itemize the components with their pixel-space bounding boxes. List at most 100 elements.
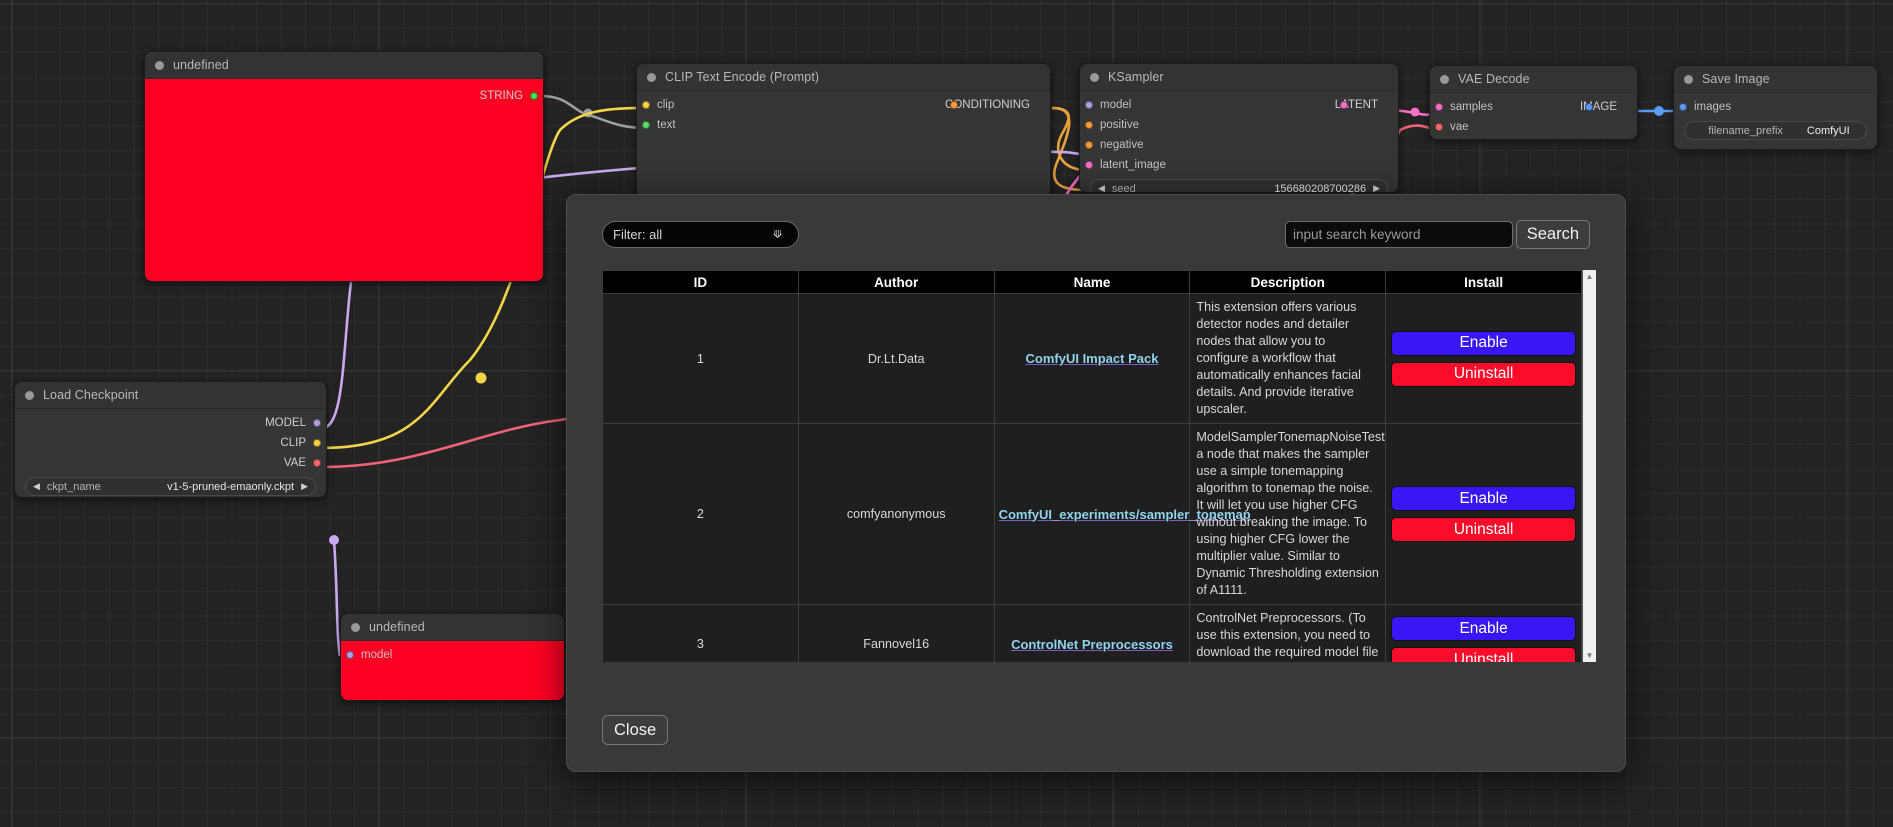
output-port-dot[interactable] <box>313 419 321 427</box>
node-input-text[interactable]: text <box>637 115 1050 135</box>
output-port-dot[interactable] <box>1584 103 1593 111</box>
input-port-dot[interactable] <box>1085 101 1093 109</box>
scroll-down-arrow-icon[interactable]: ▼ <box>1585 651 1594 660</box>
node-body: model <box>341 641 564 700</box>
node-output-string[interactable]: STRING <box>145 86 543 106</box>
description-text: ModelSamplerTonemapNoiseTest a node that… <box>1196 430 1385 597</box>
node-save-image[interactable]: Save Image images filename_prefix ComfyU… <box>1673 65 1878 150</box>
output-label: MODEL <box>265 417 306 429</box>
uninstall-button[interactable]: Uninstall <box>1391 647 1576 662</box>
column-header-description[interactable]: Description <box>1189 270 1387 294</box>
chevron-right-icon[interactable]: ▶ <box>301 481 308 491</box>
node-input-negative[interactable]: negative <box>1080 135 1398 155</box>
node-output-latent[interactable]: LATENT <box>1335 95 1398 115</box>
cell-author: Fannovel16 <box>797 604 995 662</box>
scroll-up-arrow-icon[interactable]: ▲ <box>1585 272 1594 281</box>
node-body: MODEL CLIP VAE ◀ ckpt_name v1-5-pruned-e… <box>15 409 326 497</box>
node-vae-decode[interactable]: VAE Decode samples IMAGE vae <box>1429 65 1638 140</box>
node-clip-text-encode[interactable]: CLIP Text Encode (Prompt) clip CONDITION… <box>636 63 1051 198</box>
extension-link[interactable]: ComfyUI Impact Pack <box>1025 351 1159 366</box>
node-collapse-icon[interactable] <box>1090 72 1099 82</box>
column-header-id[interactable]: ID <box>602 270 799 294</box>
enable-button[interactable]: Enable <box>1391 616 1576 641</box>
cell-author: comfyanonymous <box>797 423 995 605</box>
extension-table-wrapper: ID Author Name Description Install 1 Dr.L… <box>602 270 1596 662</box>
widget-value: 156680208700286 <box>1274 182 1367 193</box>
input-port-dot[interactable] <box>1085 161 1093 169</box>
node-output-model[interactable]: MODEL <box>15 413 326 433</box>
input-port-dot[interactable] <box>1679 103 1687 111</box>
node-title-text: undefined <box>369 620 425 634</box>
output-port-dot[interactable] <box>313 459 321 467</box>
node-collapse-icon[interactable] <box>1684 74 1693 84</box>
output-port-dot[interactable] <box>1339 101 1348 109</box>
node-input-model[interactable]: model LATENT <box>1080 95 1398 115</box>
uninstall-button[interactable]: Uninstall <box>1391 361 1576 387</box>
widget-seed[interactable]: ◀ seed 156680208700286 ▶ <box>1090 179 1388 193</box>
input-port-dot[interactable] <box>1435 123 1443 131</box>
dialog-toolbar: Filter: all ⟱ Search <box>567 220 1625 261</box>
node-collapse-icon[interactable] <box>25 390 34 400</box>
extension-link[interactable]: ComfyUI_experiments/sampler_tonemap <box>998 506 1251 522</box>
node-input-samples[interactable]: samples IMAGE <box>1430 97 1637 117</box>
node-input-latent-image[interactable]: latent_image <box>1080 155 1398 175</box>
table-head: ID Author Name Description Install <box>602 270 1582 294</box>
input-port-dot[interactable] <box>642 121 650 129</box>
input-port-dot[interactable] <box>1085 121 1093 129</box>
enable-button[interactable]: Enable <box>1391 330 1576 356</box>
chevron-right-icon[interactable]: ▶ <box>1373 183 1380 193</box>
node-input-images[interactable]: images <box>1674 97 1877 117</box>
node-input-positive[interactable]: positive <box>1080 115 1398 135</box>
widget-ckpt-name[interactable]: ◀ ckpt_name v1-5-pruned-emaonly.ckpt ▶ <box>25 477 316 496</box>
node-collapse-icon[interactable] <box>155 60 164 70</box>
node-input-vae[interactable]: vae <box>1430 117 1637 137</box>
column-header-name[interactable]: Name <box>993 270 1191 294</box>
scrollbar-thumb[interactable] <box>1584 283 1595 583</box>
table-scrollbar[interactable]: ▲ ▼ <box>1582 270 1596 662</box>
node-title-bar[interactable]: VAE Decode <box>1430 66 1637 93</box>
close-button[interactable]: Close <box>602 715 669 745</box>
input-port-dot[interactable] <box>346 651 354 659</box>
node-title-bar[interactable]: undefined <box>145 52 543 79</box>
filter-select[interactable]: Filter: all <box>602 221 799 248</box>
node-title-bar[interactable]: CLIP Text Encode (Prompt) <box>637 64 1050 91</box>
node-output-clip[interactable]: CLIP <box>15 433 326 453</box>
node-title-text: Save Image <box>1702 72 1770 86</box>
chevron-left-icon[interactable]: ◀ <box>1098 183 1105 193</box>
node-collapse-icon[interactable] <box>647 72 656 82</box>
node-string-undefined[interactable]: undefined STRING <box>144 51 544 282</box>
extension-link[interactable]: ControlNet Preprocessors <box>1011 636 1173 652</box>
node-load-checkpoint[interactable]: Load Checkpoint MODEL CLIP VAE ◀ ckpt_na… <box>14 381 327 498</box>
description-text: This extension offers various detector n… <box>1196 300 1361 416</box>
output-port-dot[interactable] <box>950 101 959 109</box>
chevron-left-icon[interactable]: ◀ <box>33 481 40 491</box>
node-title-bar[interactable]: KSampler <box>1080 64 1398 91</box>
node-title-bar[interactable]: Save Image <box>1674 66 1877 93</box>
uninstall-button[interactable]: Uninstall <box>1391 517 1576 542</box>
node-collapse-icon[interactable] <box>1440 74 1449 84</box>
input-port-dot[interactable] <box>642 101 650 109</box>
node-output-image[interactable]: IMAGE <box>1580 97 1637 117</box>
column-header-author[interactable]: Author <box>797 270 995 294</box>
node-output-vae[interactable]: VAE <box>15 453 326 473</box>
widget-filename-prefix[interactable]: filename_prefix ComfyUI <box>1684 121 1867 140</box>
input-port-dot[interactable] <box>1085 141 1093 149</box>
extension-table-scroll[interactable]: ID Author Name Description Install 1 Dr.L… <box>602 270 1582 662</box>
node-title-bar[interactable]: undefined <box>341 614 564 641</box>
node-collapse-icon[interactable] <box>351 622 360 632</box>
input-port-dot[interactable] <box>1435 103 1443 111</box>
output-port-dot[interactable] <box>530 92 538 100</box>
node-output-conditioning[interactable]: CONDITIONING <box>945 95 1050 115</box>
widget-value: ComfyUI <box>1806 124 1850 137</box>
search-button[interactable]: Search <box>1515 220 1590 249</box>
search-input[interactable] <box>1285 221 1513 248</box>
node-input-model[interactable]: model <box>341 645 564 665</box>
node-input-clip[interactable]: clip CONDITIONING <box>637 95 1050 115</box>
output-port-dot[interactable] <box>313 439 321 447</box>
enable-button[interactable]: Enable <box>1391 486 1576 511</box>
node-body: images filename_prefix ComfyUI <box>1674 93 1877 146</box>
node-title-bar[interactable]: Load Checkpoint <box>15 382 326 409</box>
column-header-install[interactable]: Install <box>1385 270 1582 294</box>
node-model-undefined[interactable]: undefined model <box>340 613 565 701</box>
node-ksampler[interactable]: KSampler model LATENT positive negative <box>1079 63 1399 193</box>
